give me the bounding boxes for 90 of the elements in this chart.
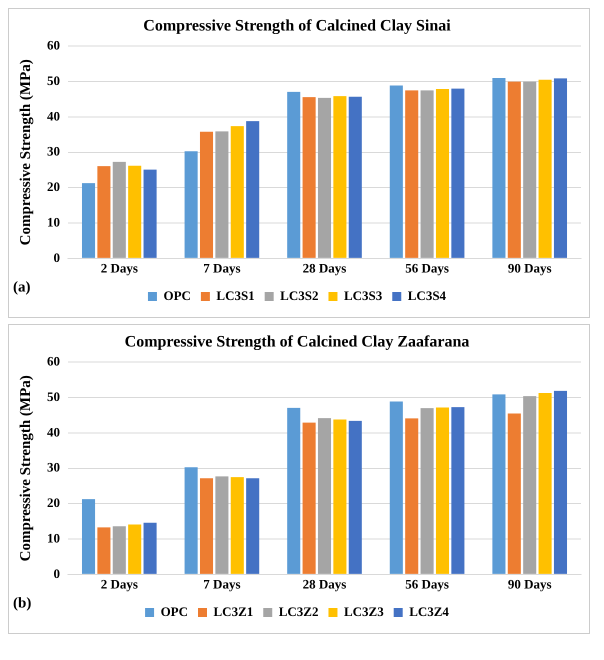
- bar: [554, 390, 568, 574]
- bar: [128, 166, 142, 258]
- bar: [538, 392, 552, 574]
- bar: [508, 82, 521, 258]
- legend-label: LC3S4: [408, 288, 447, 303]
- legend-label: LC3S1: [216, 288, 255, 303]
- x-tick-label: 7 Days: [203, 576, 240, 592]
- bar: [538, 80, 552, 258]
- bar: [287, 92, 300, 258]
- legend-label: LC3Z4: [409, 604, 450, 619]
- bar: [246, 121, 260, 258]
- bar: [302, 422, 316, 574]
- bar: [318, 98, 332, 258]
- x-tick-label: 90 Days: [508, 576, 552, 592]
- bar: [287, 408, 300, 574]
- bar: [230, 126, 244, 258]
- bar: [82, 499, 96, 574]
- bar: [200, 132, 214, 258]
- bar: [420, 408, 434, 574]
- y-tick-label: 50: [47, 388, 60, 404]
- y-tick-label: 0: [54, 566, 60, 581]
- legend-label: LC3S3: [344, 288, 383, 303]
- bar: [436, 407, 450, 574]
- bar: [390, 85, 403, 258]
- legend-label: LC3Z3: [344, 604, 384, 619]
- chart-title: Compressive Strength of Calcined Clay Sinai: [143, 18, 452, 35]
- bar: [523, 396, 536, 574]
- bar: [144, 522, 157, 574]
- bar: [230, 477, 244, 574]
- bar: [246, 478, 260, 574]
- bar: [97, 166, 110, 258]
- y-tick-label: 10: [47, 214, 60, 230]
- bar: [144, 170, 157, 258]
- x-tick-label: 2 Days: [100, 576, 138, 592]
- bar: [405, 90, 418, 258]
- y-tick-label: 10: [47, 530, 60, 546]
- bar: [333, 96, 346, 258]
- x-tick-label: 2 Days: [100, 260, 138, 276]
- text: (b): [13, 595, 32, 612]
- legend-label: OPC: [160, 604, 188, 619]
- x-tick-label: 90 Days: [508, 260, 552, 276]
- bar: [112, 162, 126, 258]
- bar: [184, 467, 198, 574]
- y-tick-label: 0: [54, 250, 60, 265]
- legend-label: LC3Z1: [214, 604, 254, 619]
- bar: [492, 78, 506, 258]
- y-tick-label: 20: [47, 495, 60, 510]
- bar: [420, 90, 434, 258]
- bar: [112, 526, 126, 574]
- x-tick-label: 56 Days: [405, 576, 449, 592]
- bar: [82, 183, 96, 258]
- bar: [215, 131, 228, 258]
- x-tick-label: 7 Days: [203, 260, 240, 276]
- bar: [97, 527, 110, 574]
- y-tick-label: 40: [47, 108, 60, 124]
- bar: [128, 524, 142, 574]
- bar: [348, 96, 362, 258]
- bar: [302, 97, 316, 258]
- bar: [348, 420, 362, 574]
- y-tick-label: 50: [47, 72, 60, 88]
- bar: [523, 82, 536, 258]
- bar: [451, 88, 464, 258]
- y-tick-label: 60: [47, 354, 60, 369]
- chart-title: Compressive Strength of Calcined Clay Zaafarana: [124, 334, 470, 351]
- legend-label: LC3S2: [280, 288, 318, 303]
- bar: [184, 151, 198, 258]
- y-tick-label: 30: [47, 460, 60, 475]
- y-tick-label: 20: [47, 179, 60, 194]
- bar: [200, 478, 214, 574]
- bar: [333, 419, 346, 574]
- x-tick-label: 28 Days: [302, 576, 346, 592]
- bar: [554, 78, 568, 258]
- legend-label: OPC: [163, 288, 191, 303]
- x-tick-label: 56 Days: [405, 260, 449, 276]
- bar: [508, 413, 521, 574]
- bar: [390, 401, 403, 574]
- bar: [436, 88, 450, 258]
- bar: [318, 418, 332, 574]
- y-axis-title: Compressive Strength (MPa): [18, 375, 34, 562]
- y-tick-label: 60: [47, 38, 60, 53]
- bar: [215, 476, 228, 574]
- y-tick-label: 30: [47, 144, 60, 159]
- bar: [451, 407, 464, 574]
- text: (a): [13, 279, 30, 296]
- bar: [492, 394, 506, 574]
- bar: [405, 418, 418, 574]
- x-tick-label: 28 Days: [302, 260, 346, 276]
- y-axis-title: Compressive Strength (MPa): [18, 59, 34, 246]
- legend-label: LC3Z2: [278, 604, 318, 619]
- y-tick-label: 40: [47, 424, 60, 440]
